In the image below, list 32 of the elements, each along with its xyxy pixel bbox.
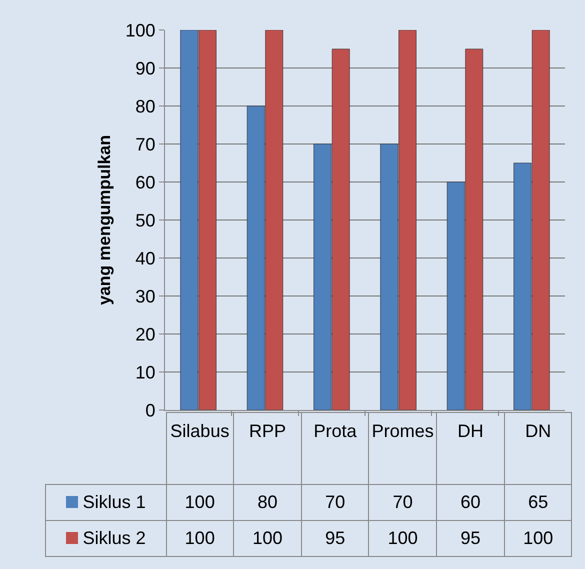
data-label: 100 [368,520,437,556]
y-tick-label: 20 [135,324,156,344]
x-tick-label: DH [436,412,504,484]
y-tick-label: 10 [135,362,156,382]
data-label: 80 [234,484,302,520]
data-label: 70 [368,484,437,520]
data-label: 60 [436,484,504,520]
data-label: 95 [301,520,369,556]
data-label: 70 [301,484,369,520]
y-tick-label: 100 [125,20,156,40]
x-tick-label: Silabus [166,412,234,484]
data-label: 95 [436,520,504,556]
y-tick-label: 60 [135,172,156,192]
data-label: 100 [234,520,302,556]
x-tick-label: RPP [234,412,302,484]
y-tick-label: 70 [135,134,156,154]
y-tick-label: 90 [135,58,156,78]
x-tick-label: Prota [301,412,369,484]
y-tick-label: 40 [135,248,156,268]
y-tick-label: 80 [135,96,156,116]
data-label: 100 [504,520,572,556]
x-tick-label: Promes [368,412,437,484]
data-label: 100 [166,484,234,520]
y-axis-title: yang mengumpulkan [94,134,114,306]
legend-label: Siklus 1 [46,484,166,520]
y-tick-label: 0 [145,400,156,420]
y-tick-label: 50 [135,210,156,230]
legend-label: Siklus 2 [46,520,166,556]
y-tick-label: 30 [135,286,156,306]
data-label: 100 [166,520,234,556]
x-tick-label: DN [504,412,572,484]
data-label: 65 [504,484,572,520]
